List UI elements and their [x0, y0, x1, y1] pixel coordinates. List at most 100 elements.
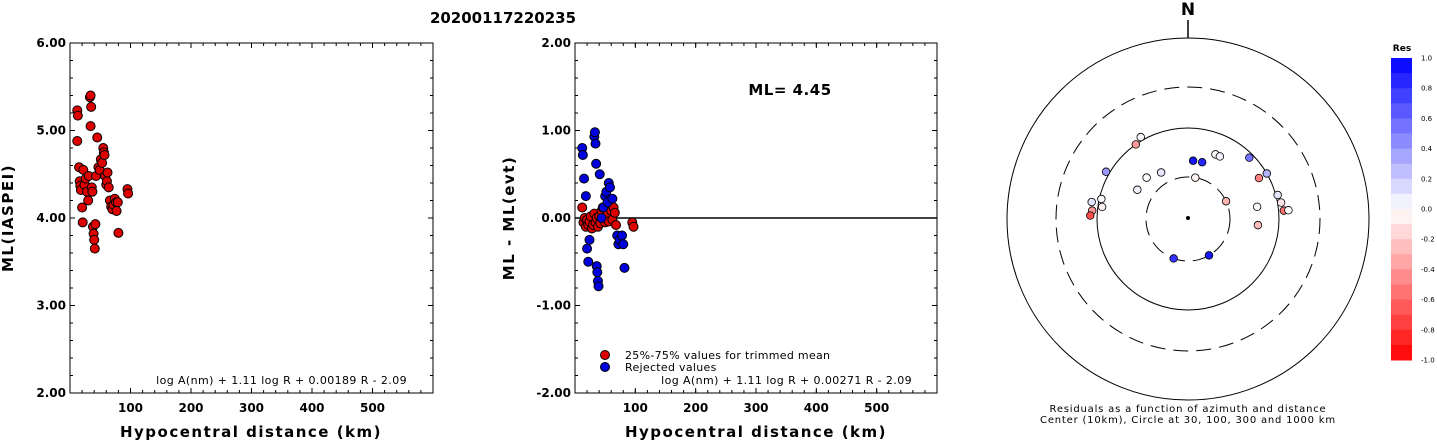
station-marker [1254, 173, 1264, 183]
y-axis-label: ML - ML(evt) [500, 156, 518, 280]
colorbar-tick-label: 0.0 [1421, 206, 1432, 214]
data-point [583, 256, 594, 267]
station-marker [1221, 197, 1231, 206]
x-tick-label: 500 [360, 401, 385, 415]
x-tick-label: 300 [743, 401, 768, 415]
data-point [609, 207, 620, 218]
station-marker [1284, 206, 1293, 215]
data-point [111, 206, 122, 216]
data-point [77, 217, 88, 228]
colorbar-tick-label: 0.8 [1421, 85, 1432, 93]
ring-300km [1055, 86, 1321, 352]
formula-text: log A(nm) + 1.11 log R + 0.00271 R - 2.0… [661, 374, 912, 387]
legend-label-trimmed: 25%-75% values for trimmed mean [625, 349, 830, 362]
colorbar-tick-label: -1.0 [1421, 357, 1435, 365]
y-tick-label: 5.00 [36, 124, 66, 138]
ring-100km [1096, 127, 1280, 311]
colorbar-cell [1391, 239, 1412, 255]
ml-residual-plot: -2.00 -1.00 0.00 1.00 2.00 100 200 300 400 500 ML… [500, 36, 938, 441]
x-tick-label: 100 [118, 401, 143, 415]
data-point [611, 220, 622, 230]
station-marker [1253, 220, 1263, 230]
colorbar-cell [1391, 193, 1412, 210]
station-marker [1273, 190, 1282, 200]
data-point [102, 167, 113, 178]
data-point [103, 182, 114, 193]
station-marker [1169, 254, 1178, 263]
station-marker [1252, 202, 1262, 212]
station-marker [1245, 153, 1254, 162]
axis-ticks: 2.00 3.00 4.00 5.00 6.00 100 200 300 400 500 [36, 36, 434, 415]
data-point [618, 239, 629, 250]
colorbar-cell [1391, 269, 1412, 285]
x-axis-label: Hypocentral distance (km) [120, 423, 382, 441]
colorbar-ticks: 1.0 0.8 0.6 0.4 0.2 0.0 -0.2 -0.4 -0.6 -0.8 -1.0 [1421, 55, 1435, 365]
colorbar-tick-label: 0.2 [1421, 175, 1432, 183]
colorbar-cell [1391, 133, 1412, 150]
colorbar-tick-label: -0.2 [1421, 236, 1435, 244]
colorbar-cells [1391, 58, 1412, 361]
station-marker [1156, 168, 1166, 177]
legend-marker-trimmed [600, 350, 610, 360]
station-marker [1215, 152, 1225, 161]
legend: 25%-75% values for trimmed mean Rejected… [600, 349, 830, 374]
colorbar-cell [1391, 344, 1412, 361]
axis-ticks: -2.00 -1.00 0.00 1.00 2.00 100 200 300 400 500 [536, 36, 938, 415]
x-tick-label: 200 [178, 401, 203, 415]
station-marker [1191, 173, 1200, 182]
data-point [596, 213, 607, 223]
colorbar-tick-label: -0.6 [1421, 296, 1435, 304]
data-point [85, 90, 96, 101]
data-point [87, 186, 98, 197]
data-point [584, 234, 595, 245]
station-marker [1204, 251, 1214, 260]
colorbar-tick-label: 0.6 [1421, 115, 1433, 123]
caption-line-2: Center (10km), Circle at 30, 100, 300 an… [1040, 415, 1336, 426]
y-tick-label: 2.00 [541, 36, 571, 50]
colorbar-tick-label: 0.4 [1421, 145, 1433, 153]
ml-value-label: ML= 4.45 [748, 81, 831, 99]
ring-1000km [1006, 37, 1370, 401]
x-tick-label: 400 [299, 401, 324, 415]
y-tick-label: 4.00 [36, 211, 66, 225]
colorbar-cell [1391, 118, 1412, 134]
residual-colorbar: Res 1.0 0.8 0.6 0.4 0.2 0.0 -0.2 -0.4 -0.6 -0.8 -1… [1391, 44, 1435, 365]
station-marker [1276, 198, 1286, 207]
station-marker [1133, 185, 1142, 194]
station-marker [1087, 197, 1096, 207]
data-point [72, 136, 83, 146]
colorbar-cell [1391, 209, 1412, 225]
data-point [579, 173, 590, 184]
y-axis-label: ML(IASPEI) [0, 164, 17, 272]
colorbar-cell [1391, 224, 1412, 240]
data-point [628, 221, 639, 232]
station-markers [1086, 132, 1293, 263]
legend-marker-rejected [600, 362, 610, 372]
station-marker [1197, 158, 1207, 167]
colorbar-cell [1391, 284, 1412, 301]
data-point [77, 202, 88, 213]
station-marker [1188, 156, 1198, 165]
y-tick-label: 2.00 [36, 386, 66, 400]
data-point [607, 193, 618, 204]
colorbar-tick-label: -0.4 [1421, 266, 1435, 274]
data-point [594, 169, 605, 180]
data-point [577, 150, 588, 160]
y-tick-label: 0.00 [541, 211, 571, 225]
colorbar-tick-label: 1.0 [1421, 55, 1432, 63]
formula-text: log A(nm) + 1.11 log R + 0.00189 R - 2.0… [156, 374, 407, 387]
colorbar-cell [1391, 299, 1412, 316]
colorbar-tick-label: -0.8 [1421, 326, 1435, 334]
station-marker [1136, 132, 1145, 142]
colorbar-cell [1391, 103, 1412, 119]
data-points [72, 90, 134, 254]
colorbar-cell [1391, 58, 1412, 74]
colorbar-title: Res [1393, 44, 1411, 54]
plot-frame [69, 42, 434, 394]
data-point [580, 191, 591, 202]
data-point [113, 227, 124, 238]
data-points [577, 127, 639, 292]
station-marker [1097, 194, 1106, 204]
ring-30km [1145, 176, 1231, 262]
data-point [86, 101, 97, 112]
